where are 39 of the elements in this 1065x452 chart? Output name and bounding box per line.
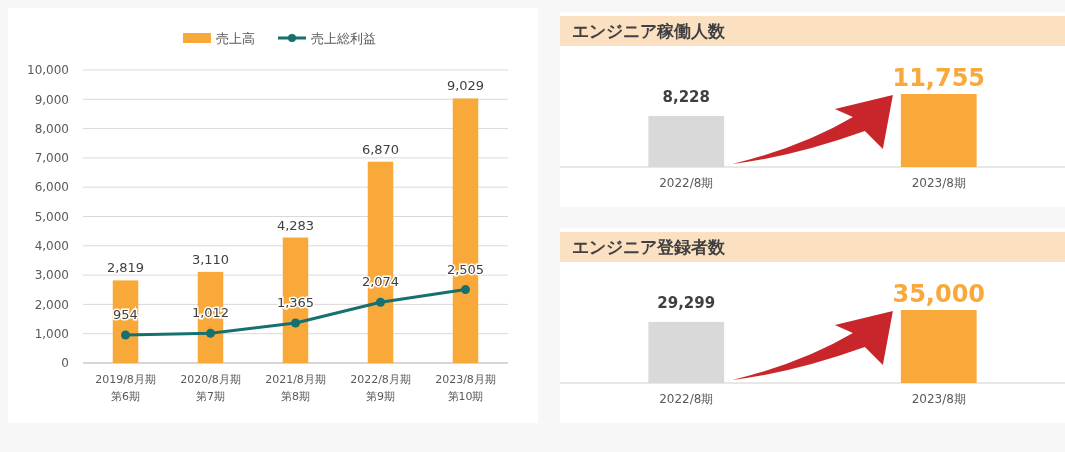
y-tick-label: 0 <box>61 356 69 371</box>
data-label: 8,228 <box>662 87 710 106</box>
y-tick-label: 2,000 <box>34 297 69 312</box>
data-label: 6,870 <box>361 141 400 157</box>
x-tick-label: 2023/8期 <box>911 176 966 190</box>
data-label: 11,755 <box>892 64 986 92</box>
data-label: 35,000 <box>892 280 986 308</box>
data-label: 954 <box>113 307 138 323</box>
data-label: 29,299 <box>657 293 716 312</box>
legend-label: 売上高 <box>216 30 255 46</box>
x-tick-label: 2022/8期 <box>659 392 714 406</box>
y-tick-label: 5,000 <box>34 209 69 224</box>
y-tick-label: 10,000 <box>27 63 69 78</box>
chart-title: エンジニア稼働人数 <box>572 20 726 41</box>
point <box>121 330 130 340</box>
y-tick-label: 8,000 <box>34 121 69 136</box>
x-tick-label: 2019/8月期第6期 <box>95 373 156 403</box>
y-tick-label: 7,000 <box>34 151 69 166</box>
y-tick-label: 9,000 <box>34 92 69 107</box>
y-tick-label: 3,000 <box>34 268 69 283</box>
chart-title: エンジニア登録者数 <box>572 236 726 257</box>
x-tick-label: 2021/8月期第8期 <box>265 373 326 403</box>
x-tick-label: 2023/8月期第10期 <box>435 373 496 403</box>
data-label: 4,283 <box>276 217 315 233</box>
x-tick-label: 2022/8月期第9期 <box>350 373 411 403</box>
point <box>206 328 215 338</box>
legend-label: 売上総利益 <box>311 30 376 46</box>
x-tick-label: 2022/8期 <box>659 176 714 190</box>
y-tick-label: 1,000 <box>34 326 69 341</box>
data-label: 3,110 <box>191 251 230 267</box>
y-tick-label: 6,000 <box>34 180 69 195</box>
point <box>291 318 300 328</box>
y-tick-label: 4,000 <box>34 239 69 253</box>
point <box>461 285 470 295</box>
x-tick-label: 2020/8月期第7期 <box>180 373 241 403</box>
point <box>376 297 385 307</box>
x-tick-label: 2023/8期 <box>911 392 966 406</box>
data-label: 9,029 <box>446 78 485 94</box>
data-label: 2,819 <box>106 260 145 276</box>
